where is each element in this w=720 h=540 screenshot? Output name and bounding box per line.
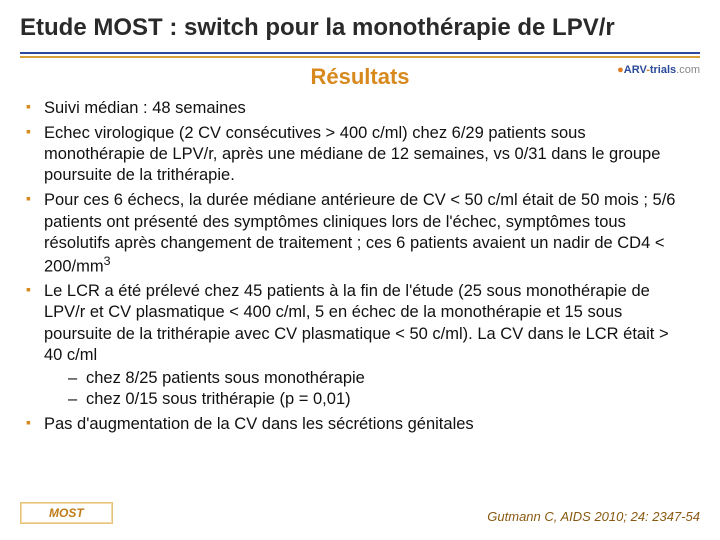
bullet-text: Echec virologique (2 CV consécutives > 4… — [44, 124, 660, 184]
slide-title: Etude MOST : switch pour la monothérapie… — [20, 14, 700, 42]
sub-bullet-item: chez 8/25 patients sous monothérapie — [68, 368, 690, 389]
superscript: 3 — [104, 254, 111, 268]
sub-bullet-text: chez 0/15 sous trithérapie (p = 0,01) — [86, 390, 351, 408]
sub-bullet-list: chez 8/25 patients sous monothérapie che… — [68, 368, 690, 410]
section-heading: Résultats — [20, 64, 700, 90]
logo-suffix: .com — [676, 64, 700, 76]
slide: Etude MOST : switch pour la monothérapie… — [0, 0, 720, 540]
arv-trials-logo: ●ARV-trials.com — [617, 64, 700, 76]
logo-dot-icon: ● — [617, 64, 624, 76]
sub-bullet-text: chez 8/25 patients sous monothérapie — [86, 369, 365, 387]
bullet-item: Pour ces 6 échecs, la durée médiane anté… — [26, 190, 690, 277]
bullet-text: Pas d'augmentation de la CV dans les séc… — [44, 415, 474, 433]
bullet-item: Le LCR a été prélevé chez 45 patients à … — [26, 281, 690, 410]
bullet-item: Suivi médian : 48 semaines — [26, 98, 690, 119]
study-tag: MOST — [20, 502, 113, 524]
bullet-text: Pour ces 6 échecs, la durée médiane anté… — [44, 191, 675, 275]
bullet-text: Le LCR a été prélevé chez 45 patients à … — [44, 282, 669, 363]
bullet-item: Pas d'augmentation de la CV dans les séc… — [26, 414, 690, 435]
bullet-text: Suivi médian : 48 semaines — [44, 99, 246, 117]
citation: Gutmann C, AIDS 2010; 24: 2347-54 — [487, 509, 700, 524]
sub-bullet-item: chez 0/15 sous trithérapie (p = 0,01) — [68, 389, 690, 410]
footer: MOST Gutmann C, AIDS 2010; 24: 2347-54 — [20, 502, 700, 524]
rule-blue — [20, 52, 700, 54]
logo-text-arv: ARV — [624, 64, 646, 76]
bullet-item: Echec virologique (2 CV consécutives > 4… — [26, 123, 690, 186]
logo-text-trials: trials — [650, 64, 676, 76]
bullet-list: Suivi médian : 48 semaines Echec virolog… — [20, 98, 700, 435]
